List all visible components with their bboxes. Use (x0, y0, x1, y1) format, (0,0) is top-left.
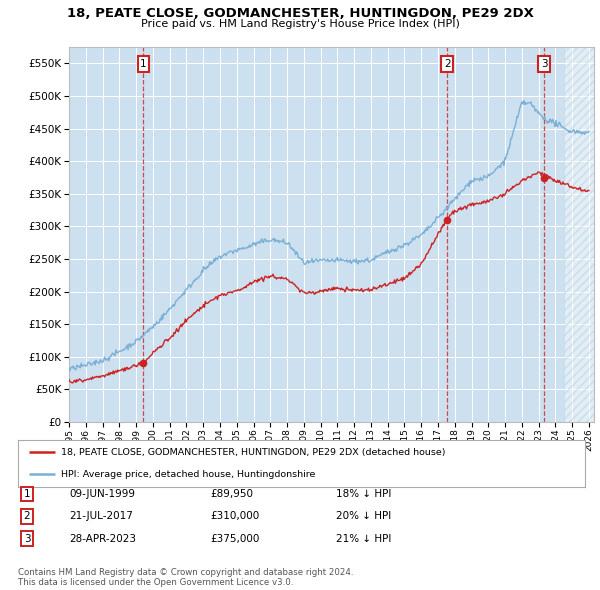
Text: 1: 1 (140, 59, 147, 69)
Text: 3: 3 (541, 59, 547, 69)
Text: 2: 2 (23, 512, 31, 521)
Text: 2: 2 (444, 59, 451, 69)
Text: 18% ↓ HPI: 18% ↓ HPI (336, 489, 391, 499)
Text: £89,950: £89,950 (210, 489, 253, 499)
Text: Contains HM Land Registry data © Crown copyright and database right 2024.
This d: Contains HM Land Registry data © Crown c… (18, 568, 353, 587)
Text: 21% ↓ HPI: 21% ↓ HPI (336, 534, 391, 543)
Text: £310,000: £310,000 (210, 512, 259, 521)
Text: 3: 3 (23, 534, 31, 543)
Text: 18, PEATE CLOSE, GODMANCHESTER, HUNTINGDON, PE29 2DX: 18, PEATE CLOSE, GODMANCHESTER, HUNTINGD… (67, 7, 533, 20)
Text: Price paid vs. HM Land Registry's House Price Index (HPI): Price paid vs. HM Land Registry's House … (140, 19, 460, 30)
Text: 09-JUN-1999: 09-JUN-1999 (69, 489, 135, 499)
Bar (564, 47, 594, 422)
Text: 18, PEATE CLOSE, GODMANCHESTER, HUNTINGDON, PE29 2DX (detached house): 18, PEATE CLOSE, GODMANCHESTER, HUNTINGD… (61, 448, 445, 457)
Text: 1: 1 (23, 489, 31, 499)
Text: 20% ↓ HPI: 20% ↓ HPI (336, 512, 391, 521)
Text: £375,000: £375,000 (210, 534, 259, 543)
Text: 21-JUL-2017: 21-JUL-2017 (69, 512, 133, 521)
Text: 28-APR-2023: 28-APR-2023 (69, 534, 136, 543)
Text: HPI: Average price, detached house, Huntingdonshire: HPI: Average price, detached house, Hunt… (61, 470, 315, 478)
